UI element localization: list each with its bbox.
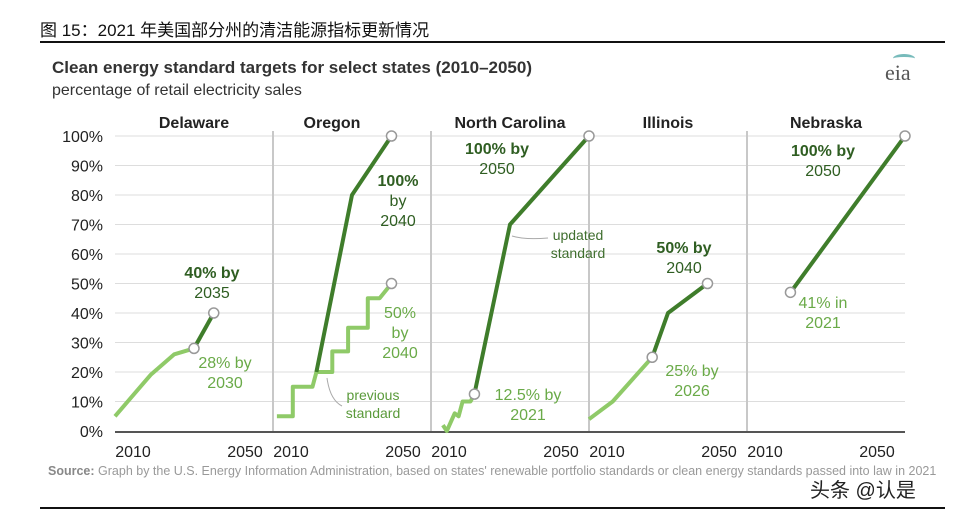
watermark: 头条 @认是	[810, 480, 916, 502]
annotation-label: 100% by	[791, 143, 855, 160]
annotation-label: 40% by	[184, 265, 239, 282]
annotation-label: 25% by	[665, 363, 718, 380]
annotation-label: 100% by	[465, 141, 529, 158]
y-tick-label: 10%	[71, 395, 103, 412]
current-standard-line	[788, 134, 907, 294]
annotation-label: 100%	[378, 173, 419, 190]
current-standard-line	[314, 134, 394, 373]
panel-title-illinois: Illinois	[643, 115, 694, 132]
current-standard-line	[650, 281, 709, 358]
annotation-label: by	[390, 193, 407, 210]
target-marker	[646, 351, 658, 363]
annotation-label: 2050	[479, 161, 515, 178]
x-tick-label: 2050	[701, 444, 737, 461]
annotation-label: 2040	[666, 260, 702, 277]
current-standard-line	[192, 312, 216, 350]
y-tick-label: 70%	[71, 218, 103, 235]
annotation-label: 12.5% by	[495, 387, 562, 404]
y-tick-label: 30%	[71, 336, 103, 353]
annotation-label: 2030	[207, 375, 243, 392]
annotation-label: by	[392, 325, 409, 342]
annotation-label: 2021	[510, 407, 546, 424]
eia-logo: eia	[885, 54, 915, 86]
x-tick-label: 2050	[227, 444, 263, 461]
x-tick-label: 2010	[747, 444, 783, 461]
target-marker	[188, 342, 200, 355]
target-marker	[385, 277, 398, 290]
top-rule	[40, 41, 945, 43]
panel-title-nebraska: Nebraska	[790, 115, 862, 132]
callout-leader	[511, 235, 549, 240]
y-tick-label: 40%	[71, 306, 103, 323]
annotation-label: standard	[551, 245, 605, 261]
previous-standard-line	[441, 393, 477, 433]
annotation-label: 41% in	[799, 295, 848, 312]
panel-title-delaware: Delaware	[159, 115, 229, 132]
target-marker	[701, 277, 714, 290]
annotation-label: 2021	[805, 315, 841, 332]
x-tick-label: 2050	[385, 444, 421, 461]
y-tick-label: 100%	[62, 129, 103, 146]
y-tick-label: 60%	[71, 247, 103, 264]
annotation-label: previous	[347, 387, 400, 403]
previous-standard-line	[276, 282, 394, 419]
previous-standard-line	[587, 355, 654, 421]
target-marker	[784, 286, 797, 299]
annotation-label: 50% by	[656, 240, 711, 257]
x-tick-label: 2010	[273, 444, 309, 461]
chart-subtitle: percentage of retail electricity sales	[52, 82, 302, 99]
y-tick-label: 50%	[71, 277, 103, 294]
callout-leader	[326, 377, 343, 407]
annotation-label: standard	[346, 405, 400, 421]
y-tick-label: 0%	[80, 424, 103, 441]
annotation-label: 2026	[674, 383, 710, 400]
annotation-label: updated	[553, 227, 604, 243]
previous-standard-line	[113, 346, 195, 418]
annotation-label: 28% by	[198, 355, 251, 372]
x-tick-label: 2010	[115, 444, 151, 461]
chart-title: Clean energy standard targets for select…	[52, 58, 533, 77]
annotation-label: 2040	[382, 345, 418, 362]
x-tick-label: 2050	[859, 444, 895, 461]
panel-title-oregon: Oregon	[304, 115, 361, 132]
annotation-label: 50%	[384, 305, 416, 322]
x-tick-label: 2050	[543, 444, 579, 461]
bottom-rule	[40, 507, 945, 509]
x-tick-label: 2010	[589, 444, 625, 461]
current-standard-line	[472, 134, 591, 395]
annotation-label: 2035	[194, 285, 230, 302]
panel-title-north-carolina: North Carolina	[454, 115, 565, 132]
annotation-label: 2050	[805, 163, 841, 180]
x-tick-label: 2010	[431, 444, 467, 461]
y-tick-label: 20%	[71, 365, 103, 382]
source-note: Source: Graph by the U.S. Energy Informa…	[48, 464, 937, 478]
target-marker	[899, 130, 911, 142]
figure-title: 图 15：2021 年美国部分州的清洁能源指标更新情况	[40, 21, 430, 40]
target-marker	[468, 388, 481, 400]
y-tick-label: 90%	[71, 159, 103, 176]
target-marker	[208, 307, 220, 319]
target-marker	[385, 130, 398, 142]
target-marker	[583, 130, 595, 142]
annotation-label: 2040	[380, 213, 416, 230]
y-tick-label: 80%	[71, 188, 103, 205]
